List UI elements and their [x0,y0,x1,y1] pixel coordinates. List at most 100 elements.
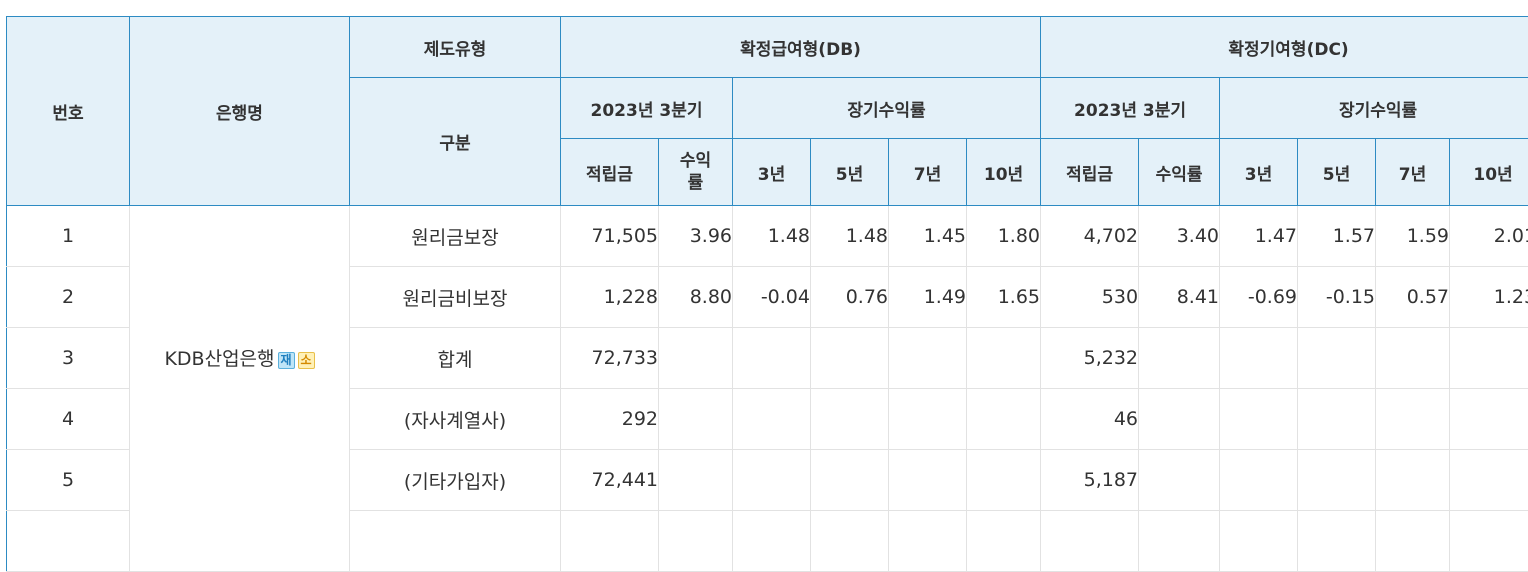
dc-10y [1450,389,1528,450]
db-5y: 1.48 [811,206,889,267]
row-no: 2 [7,267,130,328]
db-amount: 72,441 [561,450,659,511]
dc-7y [1376,328,1450,389]
dc-yield: 3.40 [1139,206,1220,267]
header-dc: 확정기여형(DC) [1041,17,1528,78]
dc-amount: 5,187 [1041,450,1139,511]
row-category-empty [350,511,561,572]
dc-3y [1220,328,1298,389]
dc-yield [1139,328,1220,389]
header-dc-7y: 7년 [1376,139,1450,206]
row-no-empty [7,511,130,572]
dc-5y: 1.57 [1298,206,1376,267]
dc-amount: 46 [1041,389,1139,450]
header-db: 확정급여형(DB) [561,17,1041,78]
dc-3y: -0.69 [1220,267,1298,328]
dc-7y [1376,450,1450,511]
header-dc-amount: 적립금 [1041,139,1139,206]
header-db-yield: 수익 률 [659,139,733,206]
header-db-10y: 10년 [967,139,1041,206]
db-10y [967,389,1041,450]
row-no: 1 [7,206,130,267]
db-5y [811,328,889,389]
row-category: (자사계열사) [350,389,561,450]
header-db-period: 2023년 3분기 [561,78,733,139]
dc-3y [1220,389,1298,450]
db-yield [659,450,733,511]
trustee-badge: 재 [278,352,295,369]
dc-5y [1298,328,1376,389]
row-category: 원리금비보장 [350,267,561,328]
dc-3y: 1.47 [1220,206,1298,267]
empty-cell [659,511,733,572]
header-db-7y: 7년 [889,139,967,206]
db-amount: 72,733 [561,328,659,389]
db-7y [889,328,967,389]
db-3y: 1.48 [733,206,811,267]
db-5y: 0.76 [811,267,889,328]
db-7y [889,389,967,450]
header-dc-long-term: 장기수익률 [1220,78,1528,139]
empty-cell [561,511,659,572]
row-no: 5 [7,450,130,511]
empty-cell [1298,511,1376,572]
db-3y: -0.04 [733,267,811,328]
row-no: 4 [7,389,130,450]
db-10y: 1.80 [967,206,1041,267]
dc-10y: 2.01 [1450,206,1528,267]
header-db-long-term: 장기수익률 [733,78,1041,139]
db-amount: 292 [561,389,659,450]
dc-amount: 530 [1041,267,1139,328]
header-dc-3y: 3년 [1220,139,1298,206]
dc-7y: 1.59 [1376,206,1450,267]
header-bank: 은행명 [130,17,350,206]
db-yield: 8.80 [659,267,733,328]
row-category: 원리금보장 [350,206,561,267]
dc-10y [1450,450,1528,511]
db-amount: 71,505 [561,206,659,267]
dc-7y: 0.57 [1376,267,1450,328]
row-no: 3 [7,328,130,389]
empty-cell [1139,511,1220,572]
db-amount: 1,228 [561,267,659,328]
dc-yield [1139,450,1220,511]
table-header: 번호 은행명 제도유형 확정급여형(DB) 확정기여형(DC) 구분 2023년… [7,17,1528,206]
header-dc-period: 2023년 3분기 [1041,78,1220,139]
dc-5y: -0.15 [1298,267,1376,328]
pension-yield-table: 번호 은행명 제도유형 확정급여형(DB) 확정기여형(DC) 구분 2023년… [6,16,1528,572]
db-10y [967,328,1041,389]
dc-yield: 8.41 [1139,267,1220,328]
row-category: 합계 [350,328,561,389]
header-dc-10y: 10년 [1450,139,1528,206]
header-db-3y: 3년 [733,139,811,206]
db-yield [659,389,733,450]
dc-7y [1376,389,1450,450]
dc-10y: 1.23 [1450,267,1528,328]
account-manager-badge: 소 [298,352,315,369]
header-db-5y: 5년 [811,139,889,206]
header-category: 구분 [350,78,561,206]
header-plan-type: 제도유형 [350,17,561,78]
empty-cell [1450,511,1528,572]
empty-cell [1041,511,1139,572]
row-category: (기타가입자) [350,450,561,511]
db-7y: 1.49 [889,267,967,328]
empty-cell [811,511,889,572]
db-5y [811,389,889,450]
dc-10y [1450,328,1528,389]
empty-cell [1376,511,1450,572]
dc-amount: 4,702 [1041,206,1139,267]
bank-name-link[interactable]: KDB산업은행 [164,348,274,370]
empty-cell [967,511,1041,572]
dc-5y [1298,450,1376,511]
header-no: 번호 [7,17,130,206]
db-yield [659,328,733,389]
dc-yield [1139,389,1220,450]
dc-amount: 5,232 [1041,328,1139,389]
header-dc-5y: 5년 [1298,139,1376,206]
db-10y [967,450,1041,511]
db-7y [889,450,967,511]
